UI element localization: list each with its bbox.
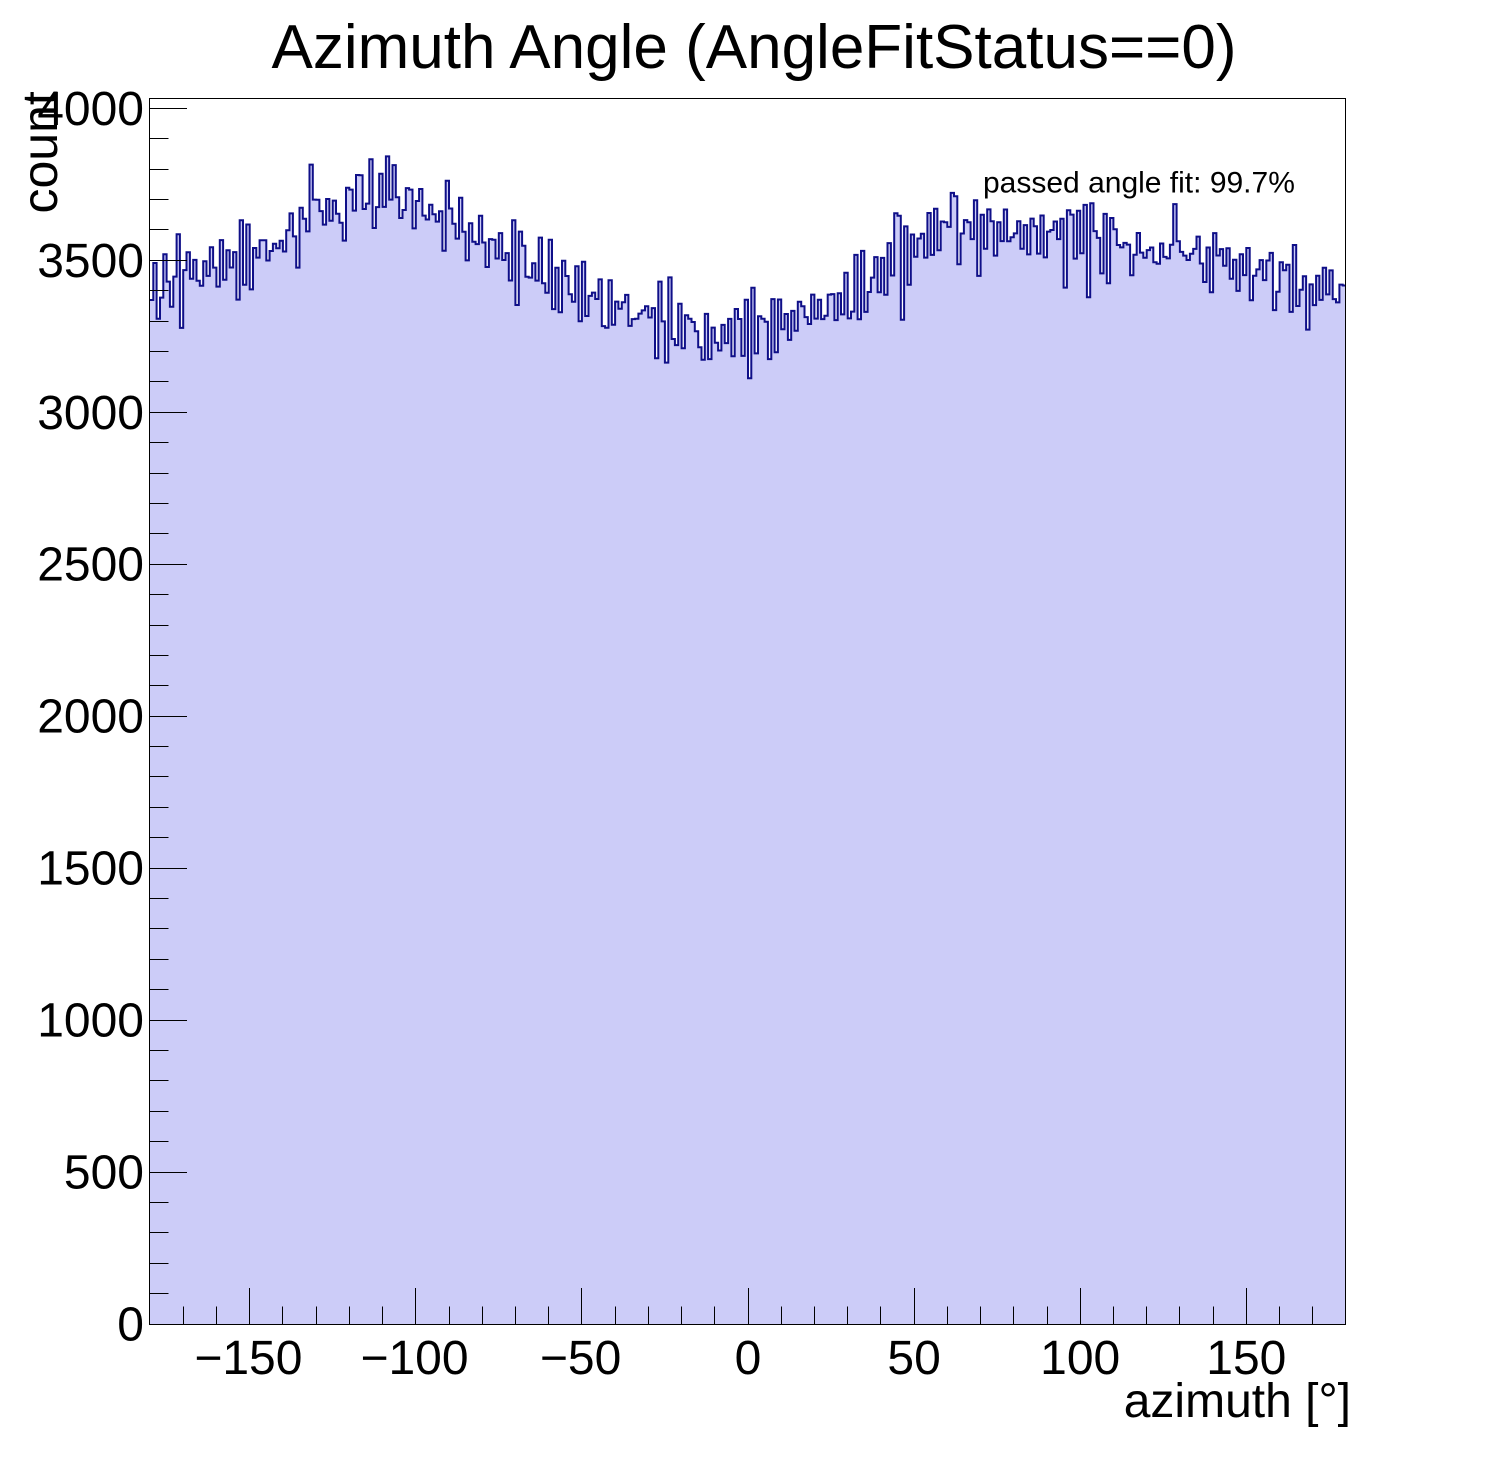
svg-text:Azimuth Angle (AngleFitStatus=: Azimuth Angle (AngleFitStatus==0) — [272, 13, 1237, 82]
svg-text:4000: 4000 — [37, 83, 144, 136]
svg-text:0: 0 — [735, 1332, 762, 1385]
svg-text:count: count — [12, 91, 68, 213]
svg-text:passed angle fit: 99.7%: passed angle fit: 99.7% — [983, 167, 1295, 200]
svg-text:100: 100 — [1040, 1332, 1120, 1385]
svg-text:1500: 1500 — [37, 843, 144, 896]
svg-text:−100: −100 — [360, 1332, 468, 1385]
svg-text:500: 500 — [64, 1147, 144, 1200]
svg-text:−150: −150 — [194, 1332, 302, 1385]
svg-text:50: 50 — [887, 1332, 940, 1385]
svg-text:150: 150 — [1206, 1332, 1286, 1385]
svg-text:0: 0 — [117, 1299, 144, 1352]
svg-text:3000: 3000 — [37, 387, 144, 440]
svg-text:−50: −50 — [540, 1332, 621, 1385]
svg-text:2500: 2500 — [37, 539, 144, 592]
svg-text:2000: 2000 — [37, 691, 144, 744]
svg-text:azimuth [°]: azimuth [°] — [1124, 1375, 1351, 1428]
svg-text:3500: 3500 — [37, 235, 144, 288]
svg-text:1000: 1000 — [37, 995, 144, 1048]
